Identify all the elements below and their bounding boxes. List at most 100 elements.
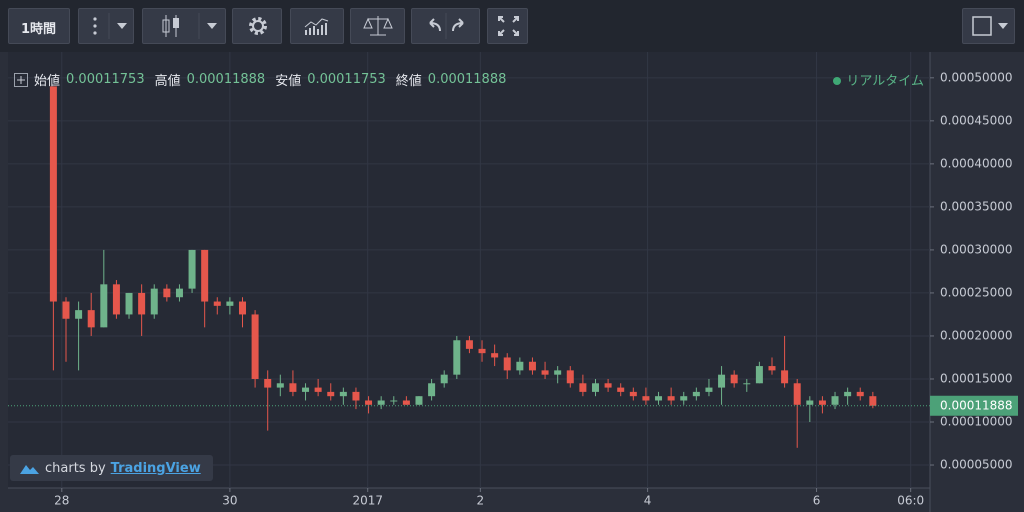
candle-body (264, 378, 272, 388)
ohlc-value: 0.00011888 (186, 72, 266, 87)
candle-body (327, 391, 335, 397)
candle-body (62, 301, 70, 319)
candle-body (793, 383, 801, 405)
candle-body (75, 310, 83, 319)
x-tick-label: 2 (477, 494, 485, 508)
candle-body (692, 391, 700, 397)
interval-button[interactable]: 1時間 (8, 8, 70, 44)
compare-button[interactable] (350, 8, 405, 44)
candle-body (302, 387, 310, 392)
candle-body (175, 288, 183, 298)
candle-body (655, 396, 663, 401)
ohlc-value: 0.00011888 (427, 72, 507, 87)
candle-body (138, 292, 146, 315)
candle-body (49, 86, 57, 302)
candle-body (453, 340, 461, 375)
y-tick-label: 0.00015000 (940, 371, 1013, 385)
candle-body (87, 310, 95, 328)
candle-body (579, 383, 587, 392)
candle-body (844, 391, 852, 397)
settings-button[interactable] (232, 8, 282, 44)
icon (429, 13, 464, 39)
ohlc-label: 始値 (34, 74, 61, 89)
chart-type-button[interactable] (142, 8, 226, 44)
layout-button[interactable] (962, 8, 1015, 44)
menu-button[interactable] (78, 8, 134, 44)
icon (498, 16, 519, 36)
y-tick-label: 0.00020000 (940, 328, 1013, 342)
ohlc-label: 終値 (395, 74, 422, 89)
candle-body (705, 387, 713, 392)
candle-body (251, 314, 259, 379)
candle-body (566, 370, 574, 384)
candle-body (276, 383, 284, 388)
x-tick-label: 28 (54, 494, 69, 508)
candle-body (831, 396, 839, 405)
candle-body (201, 249, 209, 302)
interval-label: 1時間 (21, 22, 57, 37)
candle-body (591, 383, 599, 392)
candle-body (314, 387, 322, 392)
candle-body (528, 361, 536, 371)
candle-body (289, 383, 297, 392)
watermark[interactable]: charts by TradingView (10, 455, 213, 481)
candle-body (440, 374, 448, 384)
candle-body (415, 396, 423, 405)
candle-body (743, 383, 751, 385)
x-tick-label: 2017 (352, 494, 383, 508)
candle-body (163, 288, 171, 298)
watermark-brand: TradingView (110, 460, 201, 476)
ohlc-label: 高値 (154, 74, 181, 89)
candle-body (213, 301, 221, 306)
ohlc-value: 0.00011753 (307, 72, 386, 87)
candle-body (125, 292, 133, 315)
icon (304, 18, 329, 35)
candle-body (352, 391, 360, 401)
collapse-icon[interactable] (14, 72, 28, 87)
ohlc-legend: 始値 0.00011753 高値 0.00011888 安値 0.00011753 終値 0.… (14, 70, 510, 89)
plot-bg (8, 52, 930, 488)
candle-body (478, 348, 486, 354)
status-text: リアルタイム (846, 74, 924, 89)
indicators-button[interactable] (290, 8, 344, 44)
y-tick-label: 0.00050000 (940, 70, 1013, 84)
candle-body (781, 370, 789, 384)
candle-body (768, 366, 776, 371)
candle-body (718, 374, 726, 388)
y-tick-label: 0.00010000 (940, 415, 1013, 429)
x-tick-label: 4 (644, 494, 652, 508)
y-tick-label: 0.00045000 (940, 113, 1013, 127)
y-tick-label: 0.00005000 (940, 458, 1013, 472)
fullscreen-button[interactable] (487, 8, 528, 44)
last-price-label: 0.00011888 (940, 398, 1013, 412)
realtime-status: リアルタイム (833, 70, 924, 89)
ohlc-label: 安値 (275, 74, 302, 89)
candle-body (730, 374, 738, 384)
candle-body (390, 400, 398, 402)
candle-body (554, 370, 562, 375)
candle-body (617, 387, 625, 392)
icon (93, 13, 127, 39)
candle-body (503, 357, 511, 371)
candle-body (869, 396, 877, 406)
ohlc-value: 0.00011753 (66, 72, 145, 87)
x-tick-label: 30 (222, 494, 237, 508)
y-tick-label: 0.00030000 (940, 242, 1013, 256)
x-tick-label: 06:0 (897, 494, 924, 508)
y-tick-label: 0.00035000 (940, 199, 1013, 213)
undo-redo[interactable] (411, 8, 480, 44)
candle-body (188, 249, 196, 289)
candles (8, 86, 930, 448)
watermark-text: charts by (45, 460, 106, 476)
icon (249, 17, 267, 35)
candle-body (491, 353, 499, 358)
x-tick-label: 6 (813, 494, 821, 508)
candle-body (667, 396, 675, 401)
icon (972, 16, 1008, 36)
candle-body (465, 340, 473, 349)
candle-body (629, 391, 637, 397)
candle-body (642, 396, 650, 401)
candle-body (100, 284, 108, 328)
candle-body (112, 284, 120, 315)
